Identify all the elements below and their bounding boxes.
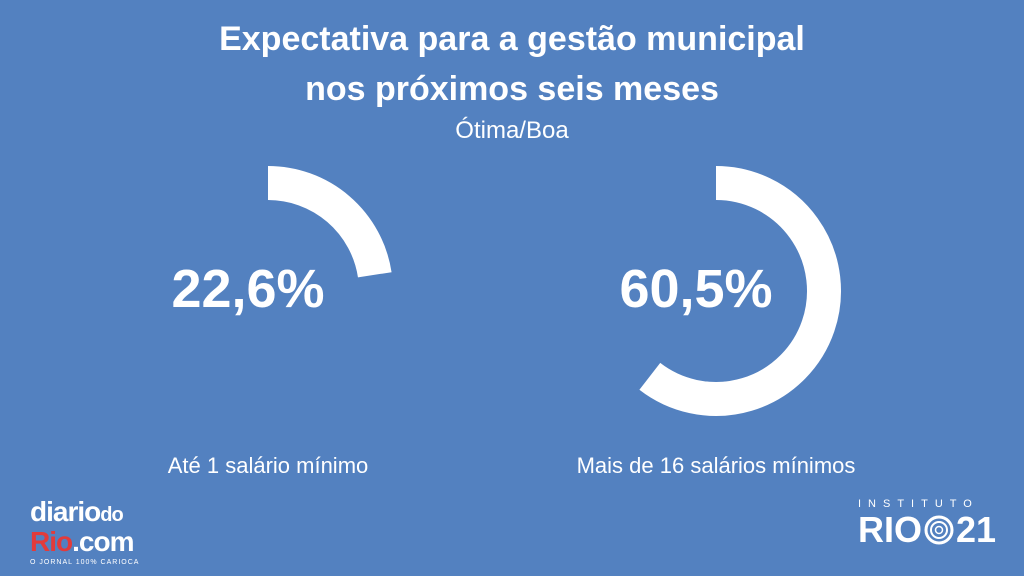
- instituto-rio21-logo: INSTITUTO RIO 21: [858, 498, 997, 550]
- donut-arc-1: [267, 166, 392, 278]
- donut-arc-2: [639, 166, 841, 416]
- donut-value-label-1: 22,6%: [171, 259, 325, 319]
- donut-chart-2: [639, 166, 841, 416]
- donut-value-label-2: 60,5%: [619, 259, 773, 319]
- donut-chart-1: [267, 166, 392, 278]
- donut-category-label-1: Até 1 salário mínimo: [167, 453, 369, 478]
- chart-subtitle: Ótima/Boa: [455, 117, 569, 144]
- title-line-2: nos próximos seis meses: [305, 70, 719, 108]
- diariodorio-logo: diariodo Rio.com O JORNAL 100% CARIOCA: [30, 496, 140, 567]
- donut-category-label-2: Mais de 16 salários mínimos: [576, 453, 856, 478]
- title-line-1: Expectativa para a gestão municipal: [219, 20, 805, 58]
- chart-title: Expectativa para a gestão municipal nos …: [0, 14, 1024, 114]
- swirl-icon: [924, 515, 954, 545]
